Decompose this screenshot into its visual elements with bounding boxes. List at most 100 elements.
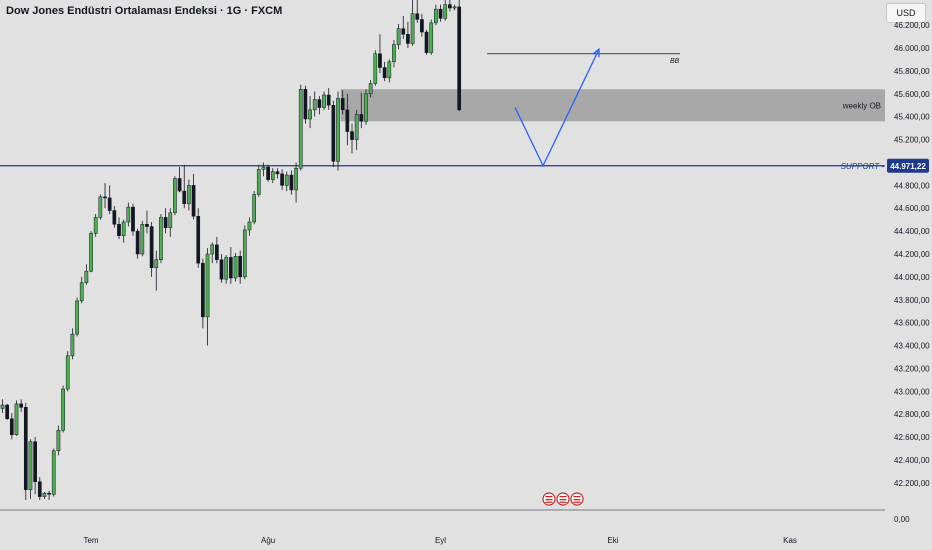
candle bbox=[5, 403, 10, 420]
candle-body bbox=[210, 244, 215, 255]
candle bbox=[131, 203, 135, 236]
candle-body bbox=[173, 178, 177, 214]
candle-body bbox=[93, 217, 98, 234]
y-tick-label: 43.200,00 bbox=[894, 364, 930, 373]
support-price-badge-bg bbox=[887, 158, 929, 173]
candle bbox=[37, 477, 42, 500]
candle bbox=[187, 179, 191, 211]
candle-body bbox=[238, 256, 243, 278]
candle bbox=[103, 183, 107, 209]
candle-body bbox=[79, 282, 84, 302]
y-tick-label: 46.000,00 bbox=[894, 44, 930, 53]
candle bbox=[280, 169, 284, 190]
x-tick-label: Ağu bbox=[261, 536, 275, 545]
candle-body bbox=[19, 403, 23, 408]
us-flag-stripe bbox=[573, 501, 581, 503]
candle bbox=[373, 50, 378, 86]
candle-body bbox=[28, 441, 33, 490]
candle bbox=[457, 0, 462, 111]
candle-body bbox=[392, 44, 396, 63]
candle bbox=[256, 164, 261, 197]
candle bbox=[145, 210, 149, 234]
y-tick-label: 42.800,00 bbox=[894, 410, 930, 419]
candle-body bbox=[322, 94, 326, 108]
candle bbox=[210, 242, 215, 264]
candle-body bbox=[336, 98, 340, 162]
candle bbox=[126, 202, 131, 227]
candle-body bbox=[70, 333, 75, 357]
y-tick-label: 45.800,00 bbox=[894, 67, 930, 76]
candle bbox=[368, 80, 373, 98]
candle bbox=[364, 89, 368, 125]
candle-body bbox=[354, 114, 359, 140]
candle bbox=[387, 59, 392, 83]
candle-body bbox=[47, 492, 51, 495]
candle bbox=[168, 208, 173, 237]
us-flag-stripe bbox=[559, 496, 567, 498]
y-tick-label: 42.200,00 bbox=[894, 479, 930, 488]
candle-body bbox=[368, 83, 373, 95]
us-flag-stripe bbox=[573, 499, 581, 501]
candle bbox=[322, 91, 326, 110]
us-flag-event-icon bbox=[570, 492, 584, 506]
y-tick-label: 44.400,00 bbox=[894, 227, 930, 236]
candle bbox=[345, 93, 350, 146]
candle-body bbox=[345, 109, 350, 132]
candle-body bbox=[294, 167, 298, 191]
y-tick-label: 45.200,00 bbox=[894, 136, 930, 145]
candle-body bbox=[224, 257, 229, 280]
candle-body bbox=[159, 217, 163, 260]
us-flag-stripe bbox=[545, 496, 553, 498]
candle-body bbox=[75, 300, 79, 335]
candle-body bbox=[163, 217, 168, 228]
candle-body bbox=[205, 253, 210, 318]
candle-body bbox=[289, 174, 294, 191]
bb-label: BB bbox=[670, 58, 680, 65]
candle bbox=[107, 185, 112, 214]
y-tick-label: 43.400,00 bbox=[894, 342, 930, 351]
candle bbox=[56, 425, 61, 456]
candle-body bbox=[215, 244, 219, 260]
candle bbox=[298, 84, 303, 171]
candle-body bbox=[84, 270, 89, 283]
candle-body bbox=[429, 22, 434, 53]
candle bbox=[238, 250, 243, 284]
candle-body bbox=[420, 19, 424, 33]
candle-body bbox=[401, 28, 406, 35]
currency-selector[interactable]: USD bbox=[886, 3, 926, 23]
candle-body bbox=[303, 88, 308, 120]
candle-body bbox=[98, 196, 103, 218]
candle bbox=[9, 413, 14, 440]
y-tick-label: 45.400,00 bbox=[894, 113, 930, 122]
candle bbox=[89, 231, 93, 273]
candle-body bbox=[438, 8, 443, 19]
candle-body bbox=[452, 6, 457, 9]
candle-body bbox=[42, 492, 47, 497]
candle-body bbox=[350, 131, 354, 140]
candle bbox=[434, 4, 438, 26]
support-label: SUPPORT - bbox=[841, 162, 885, 171]
candle-body bbox=[331, 105, 336, 162]
candle-body bbox=[233, 256, 238, 279]
candle-body bbox=[326, 94, 331, 106]
candle bbox=[42, 491, 47, 499]
candle-body bbox=[434, 8, 438, 24]
candle-body bbox=[410, 13, 415, 44]
candle-body bbox=[149, 226, 154, 268]
candle-body bbox=[270, 171, 275, 180]
candle bbox=[163, 208, 168, 234]
x-tick-label: Tem bbox=[83, 536, 98, 545]
candle bbox=[182, 164, 187, 209]
candle-body bbox=[117, 224, 121, 236]
candle-body bbox=[112, 210, 117, 225]
candle bbox=[410, 0, 415, 46]
candle bbox=[75, 297, 79, 337]
candle-body bbox=[121, 221, 126, 236]
candle bbox=[173, 176, 177, 216]
candle-body bbox=[364, 93, 368, 122]
candle bbox=[317, 96, 322, 115]
candle bbox=[340, 90, 345, 115]
candle bbox=[201, 258, 205, 329]
candle bbox=[140, 220, 145, 257]
